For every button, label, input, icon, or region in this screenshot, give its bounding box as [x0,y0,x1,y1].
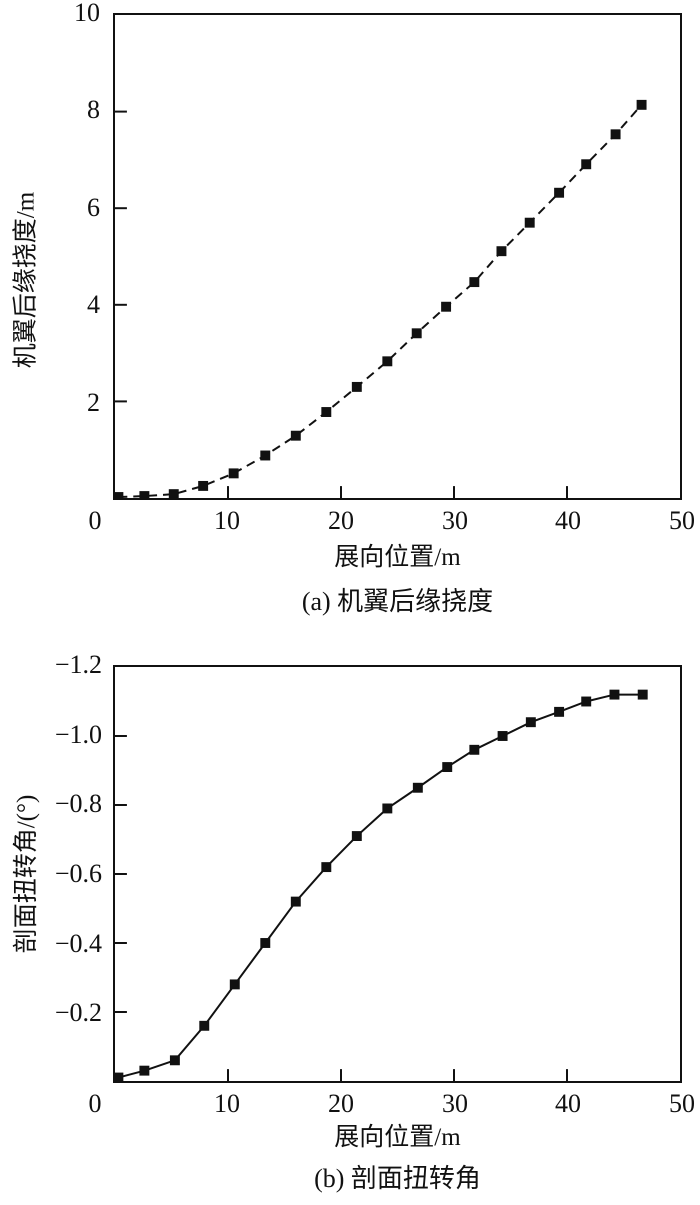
chart-a-xtick-label: 20 [328,506,354,535]
series-marker [260,938,271,948]
chart-b-x-axis-label: 展向位置/m [334,1124,461,1151]
series-marker [636,99,647,110]
series-marker [115,492,124,498]
series-marker [554,187,565,198]
series-marker [469,744,480,755]
chart-b-ytick-label: −0.4 [54,929,102,958]
chart-a-xtick-label: 0 [88,506,102,535]
series-marker [610,129,621,140]
series-marker [581,159,592,170]
chart-b-xtick-label: 40 [555,1089,581,1118]
series-marker [139,491,150,498]
chart-a-caption: (a) 机翼后缘挠度 [301,587,494,616]
series-marker [609,689,620,700]
chart-a-ytick-label: 10 [74,0,100,27]
chart-b-xtick-label: 10 [214,1089,240,1118]
series-marker [382,356,393,367]
series-marker [496,246,507,257]
series-marker [169,1055,180,1066]
chart-b-plot-area [113,665,682,1083]
series-marker [412,782,423,793]
chart-a-ytick-label: 4 [87,290,100,319]
series-line [118,693,643,1079]
chart-a-plot-area [113,13,682,500]
series-marker [442,762,453,773]
series-marker [321,407,332,417]
chart-b-ytick-label: −1.0 [54,720,102,749]
series-marker [229,979,240,990]
chart-b-xtick-label: 20 [328,1089,354,1118]
series-marker [382,803,393,814]
series-marker [199,1020,210,1031]
series-marker [351,381,362,392]
series-marker [290,896,301,907]
chart-b-ytick-label: −0.8 [54,789,102,818]
chart-a-canvas [115,99,647,498]
chart-b-ytick-label: −0.6 [54,859,102,888]
chart-a-ytick-label: 2 [87,388,100,417]
chart-a-ytick-label: 8 [87,95,100,124]
series-marker [228,468,239,479]
series-marker [139,1065,150,1076]
chart-b-xtick-label: 50 [669,1089,695,1118]
series-marker [260,450,271,461]
series-marker [497,731,508,741]
chart-b-xtick-label: 0 [88,1089,102,1118]
series-marker [168,489,179,498]
series-marker [524,217,535,228]
chart-a-xtick-label: 10 [214,506,240,535]
series-marker [554,706,565,717]
series-marker [198,480,209,491]
chart-b-caption: (b) 剖面扭转角 [314,1164,481,1193]
chart-b-xtick-label: 30 [442,1089,468,1118]
chart-a-xtick-label: 50 [669,506,695,535]
series-marker [411,328,422,339]
series-line [118,104,643,498]
series-marker [115,1072,124,1081]
chart-a-xtick-label: 40 [555,506,581,535]
series-marker [290,430,301,441]
chart-b-ytick-label: −1.2 [54,650,102,679]
series-marker [581,696,592,707]
series-marker [351,831,362,842]
series-marker [441,301,452,312]
chart-a-x-axis-label: 展向位置/m [334,544,461,571]
series-marker [321,862,332,873]
chart-a-xtick-label: 30 [442,506,468,535]
chart-b-ytick-label: −0.2 [54,998,102,1027]
series-marker [469,277,480,288]
series-marker [525,717,536,728]
chart-b-canvas [115,689,648,1081]
series-marker [637,689,648,700]
chart-a-ytick-label: 6 [87,193,100,222]
